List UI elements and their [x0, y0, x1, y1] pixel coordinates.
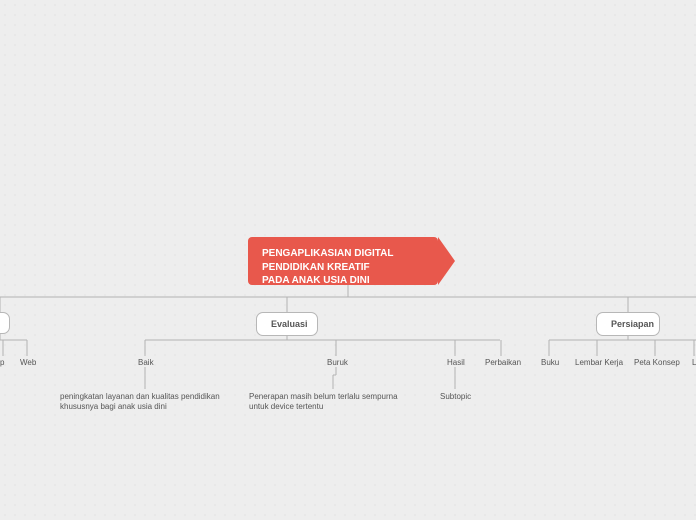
- root-line-1: PENGAPLIKASIAN DIGITAL: [262, 247, 424, 261]
- root-node[interactable]: PENGAPLIKASIAN DIGITAL PENDIDIKAN KREATI…: [248, 237, 438, 285]
- root-line-2: PENDIDIKAN KREATIF: [262, 261, 424, 275]
- branch-persiapan[interactable]: Persiapan: [596, 312, 660, 336]
- leaf-buruk-detail[interactable]: Penerapan masih belum terlalu sempurna u…: [249, 392, 419, 413]
- leaf-web[interactable]: Web: [20, 358, 36, 367]
- branch-evaluasi[interactable]: Evaluasi: [256, 312, 318, 336]
- leaf-baik[interactable]: Baik: [138, 358, 154, 367]
- leaf-l-partial[interactable]: L: [692, 358, 696, 367]
- leaf-lembar-kerja[interactable]: Lembar Kerja: [575, 358, 623, 367]
- leaf-buku[interactable]: Buku: [541, 358, 559, 367]
- leaf-p-partial[interactable]: p: [0, 358, 4, 367]
- branch-partial-left[interactable]: [0, 312, 10, 334]
- leaf-hasil-subtopic[interactable]: Subtopic: [440, 392, 500, 402]
- branch-evaluasi-label: Evaluasi: [271, 319, 308, 329]
- leaf-perbaikan[interactable]: Perbaikan: [485, 358, 521, 367]
- root-arrow-tip: [438, 237, 455, 285]
- leaf-peta-konsep[interactable]: Peta Konsep: [634, 358, 680, 367]
- leaf-hasil[interactable]: Hasil: [447, 358, 465, 367]
- mindmap-canvas: PENGAPLIKASIAN DIGITAL PENDIDIKAN KREATI…: [0, 0, 696, 520]
- leaf-baik-detail[interactable]: peningkatan layanan dan kualitas pendidi…: [60, 392, 230, 413]
- branch-persiapan-label: Persiapan: [611, 319, 654, 329]
- root-line-3: PADA ANAK USIA DINI: [262, 274, 424, 288]
- leaf-buruk[interactable]: Buruk: [327, 358, 348, 367]
